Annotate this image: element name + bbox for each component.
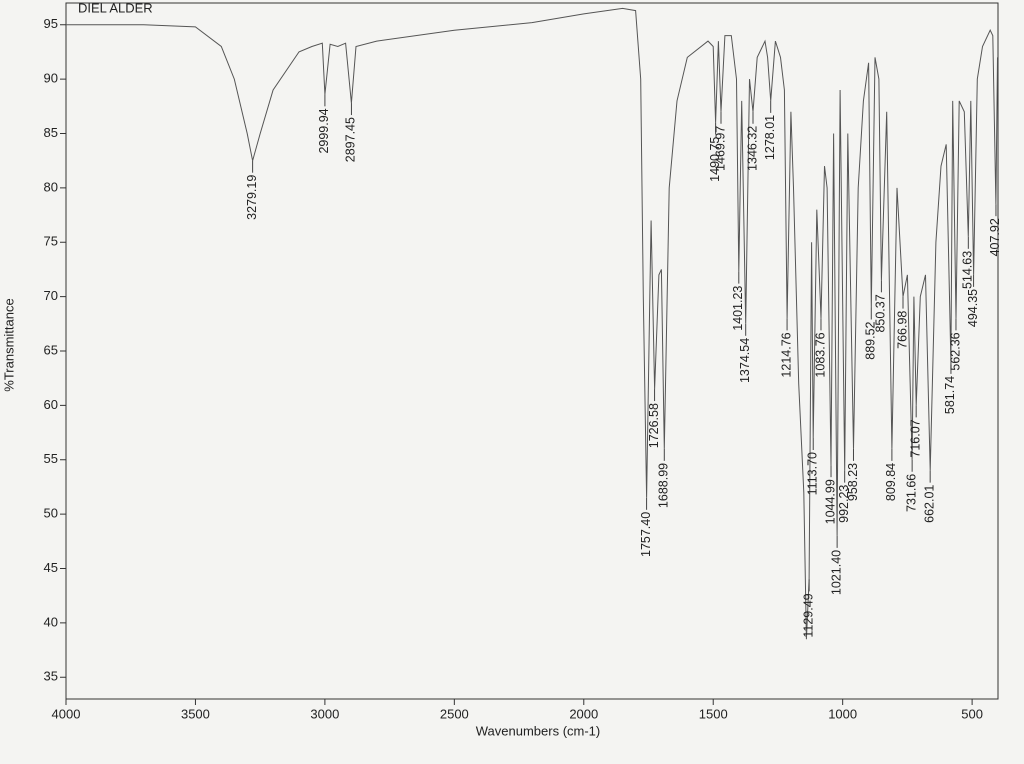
peak-label: 1214.76: [779, 332, 793, 377]
y-tick-label: 50: [44, 506, 58, 521]
x-tick-label: 2500: [440, 706, 469, 721]
peak-label: 809.84: [884, 463, 898, 501]
peak-label: 1083.76: [813, 332, 827, 377]
peak-label: 407.92: [988, 218, 1002, 256]
y-tick-label: 65: [44, 342, 58, 357]
y-axis-label: %Transmittance: [1, 298, 16, 391]
peak-label: 562.36: [948, 332, 962, 370]
x-tick-label: 4000: [52, 706, 81, 721]
peak-label: 1044.99: [823, 479, 837, 524]
x-tick-label: 1500: [699, 706, 728, 721]
peak-label: 494.35: [966, 289, 980, 327]
y-tick-label: 95: [44, 16, 58, 31]
x-tick-label: 1000: [828, 706, 857, 721]
peak-label: 1469.97: [713, 126, 727, 171]
peak-label: 1688.99: [657, 463, 671, 508]
peak-label: 1757.40: [639, 512, 653, 557]
peak-label: 731.66: [904, 474, 918, 512]
peak-label: 514.63: [961, 251, 975, 289]
spectrum-line: [66, 7, 998, 640]
x-axis-label: Wavenumbers (cm-1): [476, 723, 600, 738]
peak-label: 992.23: [837, 485, 851, 523]
peak-label: 1490.75: [708, 137, 722, 182]
peak-label: 1129.49: [801, 593, 815, 637]
peak-label: 1113.70: [806, 452, 820, 495]
y-tick-label: 55: [44, 451, 58, 466]
peak-label: 581.74: [943, 376, 957, 414]
plot-frame: [65, 2, 999, 700]
y-tick-label: 35: [44, 669, 58, 684]
peak-label: 1374.54: [738, 338, 752, 383]
x-tick-label: 2000: [569, 706, 598, 721]
chart-title: DIEL ALDER: [78, 0, 153, 15]
x-tick-label: 500: [961, 706, 983, 721]
peak-label: 1278.01: [763, 115, 777, 160]
peak-label: 766.98: [895, 311, 909, 349]
peak-label: 1726.58: [647, 403, 661, 448]
peak-label: 850.37: [874, 294, 888, 332]
peak-label: 1401.23: [731, 286, 745, 331]
x-tick-label: 3500: [181, 706, 210, 721]
peak-label: 1021.40: [829, 550, 843, 595]
y-tick-label: 90: [44, 71, 58, 86]
y-tick-label: 45: [44, 560, 58, 575]
peak-label: 3279.19: [245, 175, 259, 220]
peak-label: 958.23: [846, 463, 860, 501]
peak-label: 2999.94: [317, 108, 331, 153]
y-tick-label: 75: [44, 234, 58, 249]
peak-label: 662.01: [922, 485, 936, 523]
y-tick-label: 60: [44, 397, 58, 412]
peak-label: 889.52: [864, 321, 878, 359]
y-tick-label: 40: [44, 614, 58, 629]
y-tick-label: 70: [44, 288, 58, 303]
peak-label: 716.07: [908, 419, 922, 457]
y-tick-label: 80: [44, 179, 58, 194]
x-tick-label: 3000: [310, 706, 339, 721]
peak-label: 1346.32: [745, 126, 759, 171]
peak-label: 2897.45: [344, 117, 358, 162]
y-tick-label: 85: [44, 125, 58, 140]
